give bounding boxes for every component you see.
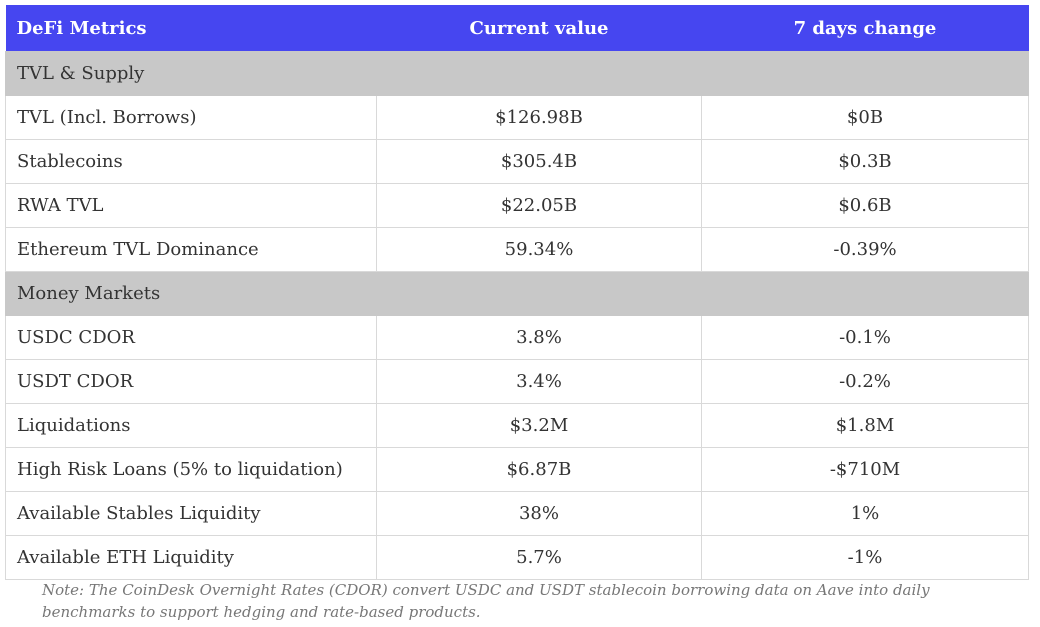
metric-value: -0.39% xyxy=(701,227,1029,272)
metric-value: $0B xyxy=(701,95,1029,140)
data-row: TVL (Incl. Borrows) $126.98B $0B xyxy=(5,95,1029,140)
metric-name: Ethereum TVL Dominance xyxy=(5,227,377,272)
note: Note: The CoinDesk Overnight Rates (CDOR… xyxy=(42,581,930,621)
metric-value: $0.3B xyxy=(701,139,1029,184)
metric-value: -0.1% xyxy=(701,315,1029,360)
data-row: USDT CDOR 3.4% -0.2% xyxy=(5,359,1029,404)
metric-value: 3.4% xyxy=(376,359,702,404)
data-row: Ethereum TVL Dominance 59.34% -0.39% xyxy=(5,227,1029,272)
metric-name: Stablecoins xyxy=(5,139,377,184)
data-row: USDC CDOR 3.8% -0.1% xyxy=(5,315,1029,360)
metric-value: -$710M xyxy=(701,447,1029,492)
metric-name: USDT CDOR xyxy=(5,359,377,404)
data-row: Available ETH Liquidity 5.7% -1% xyxy=(5,535,1029,580)
section-title: Money Markets xyxy=(5,271,1029,316)
metric-value: 1% xyxy=(701,491,1029,536)
metric-value: -1% xyxy=(701,535,1029,580)
section-row: Money Markets xyxy=(5,271,1029,316)
metric-value: 3.8% xyxy=(376,315,702,360)
data-row: Liquidations $3.2M $1.8M xyxy=(5,403,1029,448)
metric-value: $22.05B xyxy=(376,183,702,228)
metric-name: TVL (Incl. Borrows) xyxy=(5,95,377,140)
header-cell: Current value xyxy=(376,5,702,52)
metric-name: USDC CDOR xyxy=(5,315,377,360)
metric-value: $305.4B xyxy=(376,139,702,184)
header-row: DeFi Metrics Current value 7 days change xyxy=(5,5,1029,52)
section-title: TVL & Supply xyxy=(5,51,1029,96)
metric-name: High Risk Loans (5% to liquidation) xyxy=(5,447,377,492)
data-row: High Risk Loans (5% to liquidation) $6.87… xyxy=(5,447,1029,492)
metric-value: $1.8M xyxy=(701,403,1029,448)
header-cell: DeFi Metrics xyxy=(5,5,377,52)
metric-value: 5.7% xyxy=(376,535,702,580)
metrics-table: DeFi Metrics Current value 7 days change T… xyxy=(5,5,1029,580)
metric-value: $126.98B xyxy=(376,95,702,140)
metric-value: -0.2% xyxy=(701,359,1029,404)
metric-name: Available ETH Liquidity xyxy=(5,535,377,580)
header-cell: 7 days change xyxy=(701,5,1029,52)
metric-value: 59.34% xyxy=(376,227,702,272)
data-row: Stablecoins $305.4B $0.3B xyxy=(5,139,1029,184)
metric-name: Liquidations xyxy=(5,403,377,448)
metric-value: $3.2M xyxy=(376,403,702,448)
data-row: RWA TVL $22.05B $0.6B xyxy=(5,183,1029,228)
metric-value: $6.87B xyxy=(376,447,702,492)
data-row: Available Stables Liquidity 38% 1% xyxy=(5,491,1029,536)
metric-value: $0.6B xyxy=(701,183,1029,228)
metric-value: 38% xyxy=(376,491,702,536)
section-row: TVL & Supply xyxy=(5,51,1029,96)
metric-name: Available Stables Liquidity xyxy=(5,491,377,536)
metric-name: RWA TVL xyxy=(5,183,377,228)
